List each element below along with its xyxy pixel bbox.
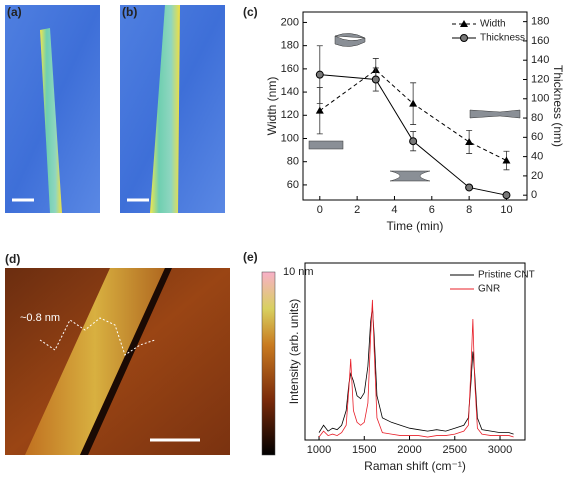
data-point: [315, 106, 324, 114]
shape-insets: [308, 33, 521, 182]
data-point: [465, 183, 474, 192]
data-point: [409, 99, 418, 107]
x-tick-label: 2: [354, 204, 360, 216]
x-tick-label: 8: [466, 204, 472, 216]
data-point: [315, 70, 324, 79]
panel-label: (d): [5, 252, 20, 266]
y2-tick-label: 100: [531, 93, 549, 105]
y2-tick-label: 120: [531, 73, 549, 85]
panel-label: (c): [243, 5, 258, 19]
y-tick-label: 60: [287, 179, 299, 191]
sem-image-b: [120, 5, 225, 213]
panel-label: (a): [7, 5, 22, 19]
series-line: [318, 299, 514, 438]
x-tick-label: 2500: [443, 444, 467, 456]
data-point: [371, 75, 380, 84]
x-tick-label: 4: [391, 204, 397, 216]
y2-tick-label: 40: [531, 151, 543, 163]
y-tick-label: 160: [281, 63, 299, 75]
afm-image: [5, 268, 276, 456]
y2-tick-label: 80: [531, 112, 543, 124]
legend-label: Pristine CNT: [478, 270, 535, 281]
x-tick-label: 3000: [488, 444, 512, 456]
y2-tick-label: 0: [531, 189, 537, 201]
x-tick-label: 1000: [307, 444, 331, 456]
annotation: ~0.8 nm: [20, 312, 60, 324]
y-tick-label: 120: [281, 109, 299, 121]
x-axis-title: Raman shift (cm⁻¹): [364, 459, 466, 473]
y2-tick-label: 60: [531, 131, 543, 143]
legend-label: GNR: [478, 284, 500, 295]
sem-image-a: [5, 5, 100, 213]
series-line: [318, 307, 514, 435]
data-point: [502, 191, 511, 200]
x-tick-label: 6: [429, 204, 435, 216]
y-axis-title: Width (nm): [265, 77, 279, 136]
x-tick-label: 1500: [352, 444, 376, 456]
legend-marker: [460, 20, 468, 27]
data-point: [502, 156, 511, 164]
panel-label: (b): [122, 5, 137, 19]
y-tick-label: 200: [281, 16, 299, 28]
x-tick-label: 2000: [397, 444, 421, 456]
y-tick-label: 180: [281, 40, 299, 52]
y2-axis-title: Thickness (nm): [551, 65, 565, 147]
legend-label: Thickness: [480, 33, 525, 44]
y-tick-label: 140: [281, 86, 299, 98]
plot-frame: [304, 262, 526, 441]
colorbar-label: 10 nm: [283, 266, 314, 278]
y-tick-label: 80: [287, 156, 299, 168]
panel-label: (e): [243, 250, 258, 264]
x-axis-title: Time (min): [387, 219, 444, 233]
data-point: [409, 137, 418, 146]
y2-tick-label: 180: [531, 16, 549, 28]
x-tick-label: 10: [500, 204, 512, 216]
y2-tick-label: 140: [531, 54, 549, 66]
y-tick-label: 100: [281, 132, 299, 144]
y-axis-title: Intensity (arb. units): [287, 299, 301, 404]
y2-tick-label: 160: [531, 35, 549, 47]
legend-label: Width: [480, 19, 506, 30]
data-point: [465, 137, 474, 145]
x-tick-label: 0: [317, 204, 323, 216]
y2-tick-label: 20: [531, 170, 543, 182]
legend-marker: [460, 34, 468, 42]
plot-frame: [302, 11, 528, 201]
